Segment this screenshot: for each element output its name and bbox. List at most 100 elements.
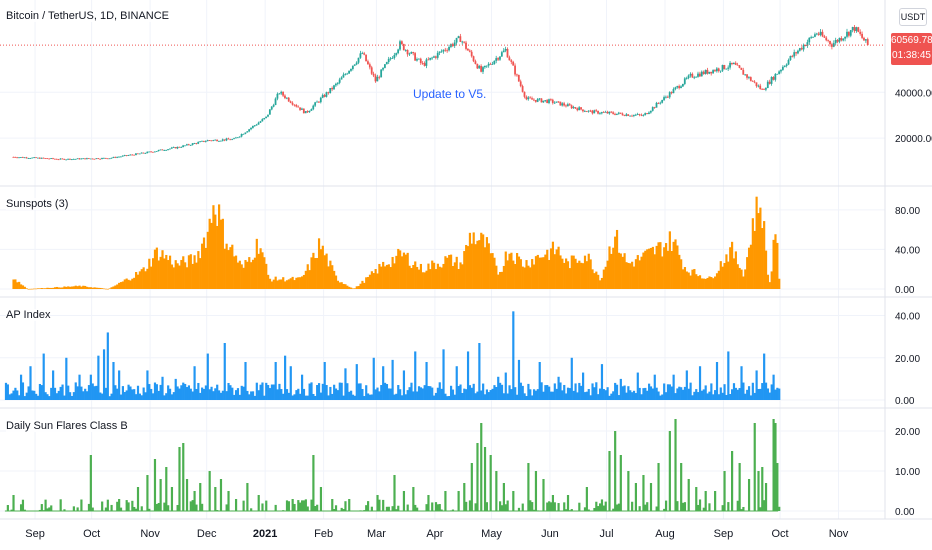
x-tick-label: Sep (714, 528, 734, 540)
sunspots-bar (636, 255, 639, 289)
sunspots-bar (304, 270, 307, 289)
sun-flares-bar (397, 505, 400, 511)
candle-body (408, 53, 411, 55)
candle-body (144, 153, 147, 154)
candle-body (436, 52, 439, 58)
candle-body (95, 158, 98, 160)
ap-index-bar (623, 385, 626, 400)
sun-flares-bar (529, 500, 532, 511)
sunspots-bar (259, 248, 262, 289)
sunspots-bar (385, 264, 389, 289)
candle-body (638, 114, 641, 115)
candle-body (676, 86, 679, 88)
sunspots-bar (297, 277, 300, 289)
x-tick-label: Sep (25, 528, 45, 540)
candle-body (161, 149, 164, 151)
candle-body (129, 154, 132, 156)
candle-body (482, 67, 484, 72)
ap-index-bar (38, 383, 42, 400)
sunspots-bar (742, 276, 745, 289)
ap-index-bar (670, 386, 673, 400)
sunspots-bar (182, 256, 185, 289)
sunspots-bar (612, 247, 615, 289)
ap-index-bar (561, 390, 564, 400)
candle-body (93, 158, 96, 160)
sun-flares-pane-title[interactable]: Daily Sun Flares Class B (6, 420, 128, 432)
ap-index-bar (566, 387, 570, 400)
candle-body (429, 57, 432, 60)
candle-body (708, 71, 711, 74)
sunspots-bar (59, 287, 62, 289)
ap-index-pane-title[interactable]: AP Index (6, 309, 51, 321)
x-tick-label: Nov (829, 528, 849, 540)
sunspots-bar (76, 286, 79, 289)
y-tick-label: 0.00 (895, 285, 915, 296)
ap-index-bar (348, 391, 351, 400)
sun-flares-bar (476, 443, 479, 511)
candle-body (219, 140, 222, 142)
ap-index-bar (678, 386, 681, 400)
ap-index-bar (406, 390, 409, 400)
sunspots-bar (55, 286, 58, 289)
sun-flares-bar (687, 479, 690, 511)
sunspots-pane-title[interactable]: Sunspots (3) (6, 198, 69, 210)
candle-body (467, 48, 469, 51)
candle-body (412, 52, 415, 54)
sun-flares-bar (153, 459, 157, 511)
ap-index-bar (402, 370, 406, 400)
ap-index-bar (638, 387, 641, 400)
candle-body (46, 158, 49, 160)
sun-flares-bar (76, 507, 79, 511)
candle-body (832, 43, 835, 47)
ap-index-bar (197, 382, 200, 400)
candle-body (140, 152, 143, 154)
candle-body (446, 50, 449, 52)
sunspots-bar (746, 257, 749, 289)
sun-flares-bar (38, 509, 42, 511)
candle-body (840, 38, 843, 41)
ap-index-bar (631, 392, 634, 400)
sunspots-bar (321, 245, 324, 289)
ap-index-bar (150, 388, 153, 400)
sunspots-bar (348, 286, 351, 289)
ap-index-bar (531, 395, 534, 400)
sunspots-bar (642, 252, 645, 289)
candle-body (734, 62, 737, 65)
currency-button[interactable]: USDT (899, 8, 927, 26)
sunspots-bar (151, 258, 155, 289)
candle-body (821, 31, 824, 37)
sunspots-bar (21, 285, 25, 289)
sunspots-bar (764, 250, 768, 289)
ap-index-bar (263, 395, 266, 400)
ap-index-bar (382, 366, 385, 400)
ap-index-bar (444, 393, 447, 400)
sun-flares-bar (638, 506, 641, 511)
sunspots-bar (191, 263, 194, 289)
sunspots-bar (506, 260, 509, 289)
sun-flares-bar (676, 501, 679, 511)
candle-body (104, 157, 107, 159)
sunspots-bar (27, 288, 30, 290)
candle-body (864, 39, 867, 41)
ap-index-bar (598, 388, 602, 400)
sun-flares-bar (681, 502, 685, 511)
ap-index-bar (440, 388, 443, 400)
candle-body (284, 95, 286, 99)
candle-body (612, 112, 615, 114)
ap-index-bar (174, 378, 177, 400)
ap-index-bar (734, 387, 737, 400)
ap-index-bar (69, 392, 72, 400)
ap-index-bar (187, 385, 191, 400)
candle-body (534, 100, 537, 102)
sunspots-bar (457, 269, 460, 289)
sun-flares-bar (306, 506, 309, 511)
candle-body (125, 155, 128, 156)
candle-body (295, 105, 298, 107)
sun-flares-bar (104, 507, 108, 511)
symbol-title[interactable]: Bitcoin / TetherUS, 1D, BINANCE (6, 10, 170, 22)
candle-body (216, 139, 218, 142)
ap-index-bar (770, 384, 773, 400)
ap-index-bar (331, 393, 334, 400)
update-annotation[interactable]: Update to V5. (413, 87, 487, 101)
candle-body (148, 151, 151, 153)
